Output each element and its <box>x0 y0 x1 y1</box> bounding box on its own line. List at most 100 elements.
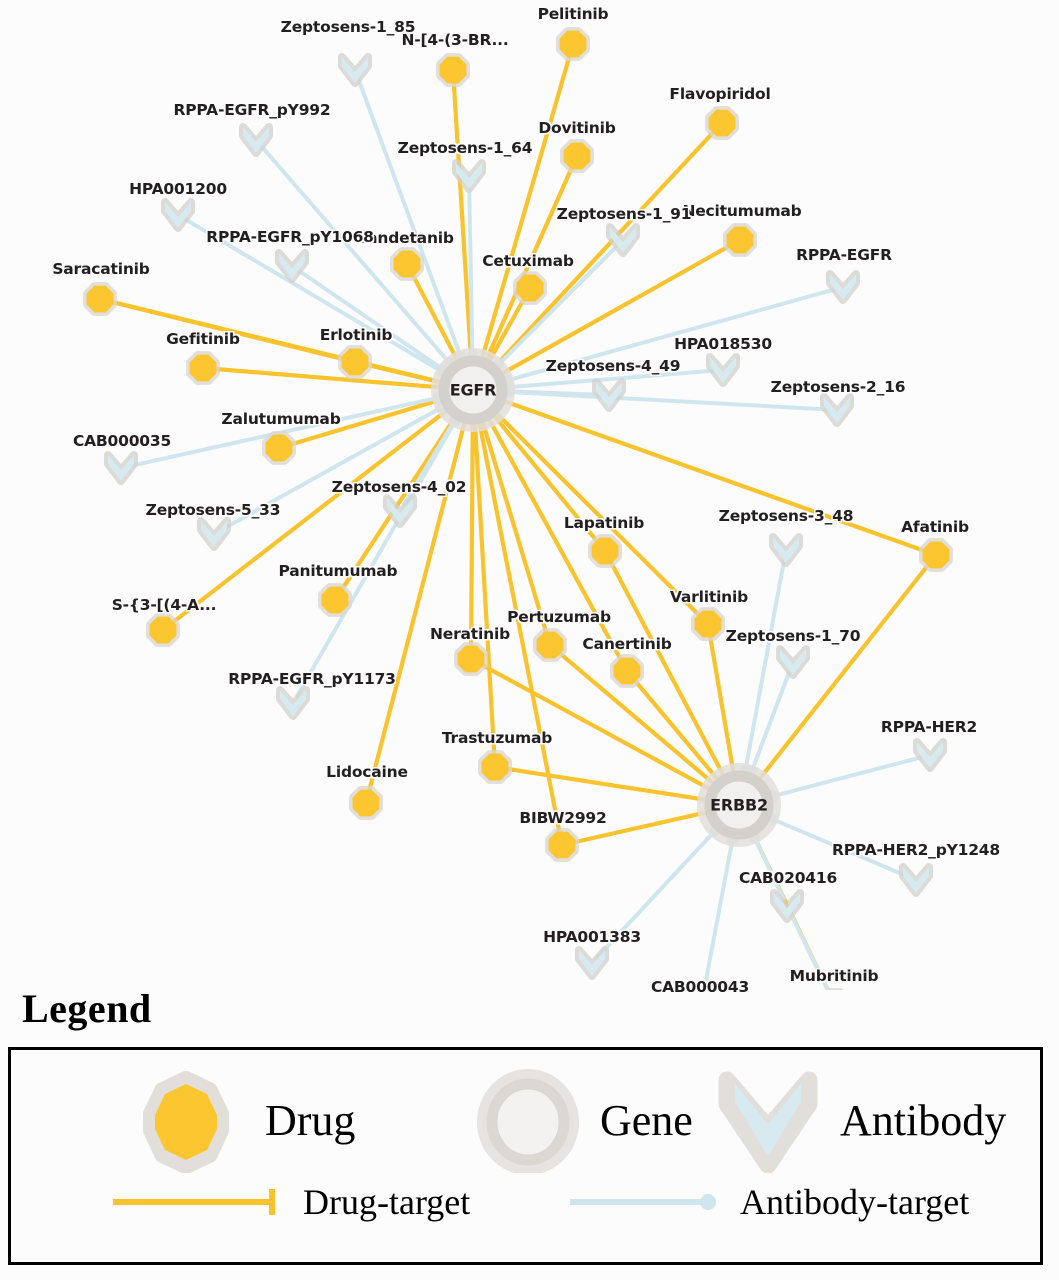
antibody-node[interactable] <box>592 378 626 412</box>
antibody-target-edge[interactable] <box>749 667 793 774</box>
drug-node[interactable] <box>560 139 594 173</box>
antibody-node[interactable] <box>275 249 309 283</box>
antibody-target-edge[interactable] <box>182 217 445 374</box>
antibody-node[interactable] <box>606 223 640 257</box>
gene-node[interactable] <box>697 763 781 847</box>
drug-target-edge[interactable] <box>485 161 576 360</box>
drug-node[interactable] <box>533 628 567 662</box>
antibody-target-edge[interactable] <box>506 368 718 390</box>
antibody-target-edge[interactable] <box>296 268 446 372</box>
gene-node[interactable] <box>431 348 515 432</box>
antibody-node[interactable] <box>706 353 740 387</box>
drug-target-edge[interactable] <box>504 399 931 555</box>
drug-node[interactable] <box>919 538 953 572</box>
drug-target-edge[interactable] <box>284 398 441 448</box>
drug-target-edge[interactable] <box>630 675 719 780</box>
drug-node[interactable] <box>262 431 296 465</box>
antibody-node[interactable] <box>383 494 417 528</box>
drug-target-edge[interactable] <box>167 409 447 628</box>
drug-node[interactable] <box>478 750 512 784</box>
drug-node[interactable] <box>349 786 383 820</box>
drug-node[interactable] <box>545 828 579 862</box>
antibody-node[interactable] <box>575 946 609 980</box>
antibody-node[interactable] <box>899 863 933 897</box>
drug-target-edge[interactable] <box>365 422 467 798</box>
network-canvas[interactable]: Pelitinib N-[4-(3-BR... Dovitinib Flavopiri… <box>0 0 1059 996</box>
drug-target-edge[interactable] <box>477 423 563 840</box>
drug-target-edge[interactable] <box>606 555 725 776</box>
antibody-target-edge[interactable] <box>743 555 787 772</box>
drug-target-edge[interactable] <box>554 648 714 784</box>
antibody-node[interactable] <box>239 123 273 157</box>
drug-node[interactable] <box>436 53 470 87</box>
drug-target-edge[interactable] <box>496 413 705 621</box>
antibody-node[interactable] <box>776 645 810 679</box>
antibody-target-edge[interactable] <box>770 817 911 879</box>
antibody-target-edge[interactable] <box>752 835 786 901</box>
drug-node[interactable] <box>691 607 725 641</box>
drug-node[interactable] <box>338 345 372 379</box>
drug-node[interactable] <box>610 654 644 688</box>
antibody-node[interactable] <box>161 198 195 232</box>
drug-target-edge[interactable] <box>707 629 736 772</box>
antibody-target-edge[interactable] <box>467 181 475 357</box>
drug-node[interactable] <box>556 27 590 61</box>
antibody-target-edge[interactable] <box>259 144 452 365</box>
drug-target-edge[interactable] <box>759 559 934 779</box>
drug-node-shape <box>352 789 380 817</box>
drug-target-edge[interactable] <box>495 126 719 366</box>
drug-target-edge[interactable] <box>500 766 706 802</box>
antibody-target-edge[interactable] <box>506 389 832 412</box>
drug-node[interactable] <box>454 642 488 676</box>
antibody-node[interactable] <box>338 53 372 87</box>
drug-target-edge[interactable] <box>488 419 626 667</box>
antibody-target-edge[interactable] <box>788 911 831 990</box>
drug-target-edge[interactable] <box>481 422 550 640</box>
antibody-target-edge[interactable] <box>218 405 444 533</box>
antibody-node[interactable] <box>452 159 486 193</box>
antibody-target-edge[interactable] <box>355 75 463 359</box>
drug-node-label: Dovitinib <box>538 119 616 137</box>
drug-target-edge[interactable] <box>468 423 475 654</box>
drug-target-edge[interactable] <box>475 660 710 790</box>
antibody-target-edge[interactable] <box>701 838 735 990</box>
antibody-target-edge[interactable] <box>595 829 717 960</box>
drug-node-shape <box>189 354 217 382</box>
drug-node-label: Erlotinib <box>319 326 393 344</box>
legend-title: Legend <box>22 986 152 1031</box>
antibody-target-edge[interactable] <box>771 755 925 798</box>
drug-target-edge[interactable] <box>451 75 473 357</box>
drug-node[interactable] <box>723 223 757 257</box>
antibody-node[interactable] <box>820 393 854 427</box>
drug-target-edge[interactable] <box>567 810 706 846</box>
antibody-target-edge[interactable] <box>496 243 620 367</box>
drug-node[interactable] <box>83 282 117 316</box>
antibody-node[interactable] <box>769 533 803 567</box>
drug-target-edge[interactable] <box>105 298 349 362</box>
drug-target-edge[interactable] <box>472 423 497 762</box>
antibody-node[interactable] <box>104 451 138 485</box>
antibody-node[interactable] <box>770 889 804 923</box>
antibody-node[interactable] <box>276 686 310 720</box>
drug-target-edge[interactable] <box>493 415 603 547</box>
antibody-node[interactable] <box>913 738 947 772</box>
drug-target-edge[interactable] <box>360 361 441 384</box>
drug-target-edge[interactable] <box>480 49 573 358</box>
drug-node[interactable] <box>146 613 180 647</box>
drug-node[interactable] <box>390 247 424 281</box>
drug-target-edge[interactable] <box>488 292 529 361</box>
antibody-node-label: RPPA-EGFR_pY992 <box>173 101 331 119</box>
antibody-target-edge[interactable] <box>505 287 838 383</box>
drug-target-edge[interactable] <box>208 366 440 390</box>
drug-node[interactable] <box>186 351 220 385</box>
drug-node[interactable] <box>705 106 739 140</box>
antibody-target-edge[interactable] <box>294 419 458 699</box>
drug-node[interactable] <box>588 534 622 568</box>
drug-node[interactable] <box>513 271 547 305</box>
antibody-node[interactable] <box>197 517 231 551</box>
drug-target-edge[interactable] <box>408 268 459 361</box>
antibody-node[interactable] <box>826 270 860 304</box>
drug-node[interactable] <box>318 583 352 617</box>
drug-target-edge[interactable] <box>502 241 736 375</box>
antibody-node-label: CAB000043 <box>650 978 750 996</box>
